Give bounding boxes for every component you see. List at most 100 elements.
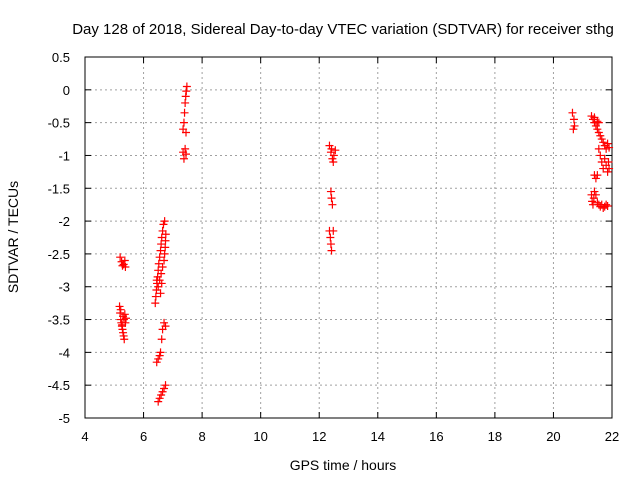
data-point-marker	[157, 279, 166, 288]
y-axis-label: SDTVAR / TECUs	[5, 181, 21, 293]
data-point-marker	[588, 115, 597, 124]
data-point-marker	[161, 322, 170, 331]
data-point-marker	[161, 230, 170, 239]
data-point-marker	[179, 154, 188, 163]
data-point-marker	[181, 144, 190, 153]
grid-lines	[85, 57, 612, 418]
y-tick-label: -4	[58, 345, 70, 360]
data-point-marker	[158, 263, 167, 272]
data-point-marker	[594, 144, 603, 153]
data-point-marker	[327, 194, 336, 203]
x-axis-ticks: 4 6 8 10 12 14 16 18 20 22	[81, 57, 619, 444]
data-point-marker	[156, 289, 165, 298]
data-point-marker	[568, 108, 577, 117]
data-point-marker	[591, 174, 600, 183]
plot-area-frame	[84, 56, 613, 419]
data-point-marker	[116, 305, 125, 314]
y-tick-label: -3.5	[48, 313, 70, 328]
data-point-marker	[155, 253, 164, 262]
data-point-marker	[156, 348, 165, 357]
y-axis-ticks: -5 -4.5 -4 -3.5 -3 -2.5 -2 -1.5 -1 -0.5 0 0.5	[48, 50, 612, 426]
data-point-marker	[121, 263, 130, 272]
data-point-marker	[331, 146, 340, 155]
data-point-marker	[157, 269, 166, 278]
data-point-marker	[327, 144, 336, 153]
data-point-marker	[157, 233, 166, 242]
x-tick-label: 16	[429, 429, 443, 444]
data-point-marker	[604, 158, 613, 167]
data-point-marker	[121, 314, 130, 323]
y-tick-label: -1.5	[48, 181, 70, 196]
x-axis-label: GPS time / hours	[290, 457, 397, 473]
data-point-marker	[328, 154, 337, 163]
data-point-marker	[325, 141, 334, 150]
data-point-marker	[569, 125, 578, 134]
y-tick-label: 0.5	[52, 50, 70, 65]
y-tick-label: -3	[58, 280, 70, 295]
data-point-marker	[590, 187, 599, 196]
data-point-marker	[328, 200, 337, 209]
data-points	[115, 82, 614, 406]
data-point-marker	[600, 154, 609, 163]
chart-title: Day 128 of 2018, Sidereal Day-to-day VTE…	[72, 21, 614, 38]
data-point-marker	[179, 118, 188, 127]
data-point-marker	[602, 200, 611, 209]
data-point-marker	[119, 315, 128, 324]
data-point-marker	[161, 381, 170, 390]
data-point-marker	[158, 387, 167, 396]
data-point-marker	[594, 128, 603, 137]
data-point-marker	[603, 139, 612, 148]
data-point-marker	[118, 320, 127, 329]
x-tick-label: 6	[140, 429, 147, 444]
x-tick-label: 10	[253, 429, 267, 444]
data-point-marker	[591, 190, 600, 199]
data-point-marker	[155, 351, 164, 360]
data-point-marker	[599, 138, 608, 147]
x-tick-label: 12	[312, 429, 326, 444]
data-point-marker	[605, 143, 614, 152]
y-tick-label: -2	[58, 214, 70, 229]
data-point-marker	[588, 197, 597, 206]
data-point-marker	[159, 220, 168, 229]
data-point-marker	[160, 217, 169, 226]
data-point-marker	[593, 117, 602, 126]
data-point-marker	[154, 354, 163, 363]
y-tick-label: -5	[58, 411, 70, 426]
data-point-marker	[152, 358, 161, 367]
x-tick-label: 20	[546, 429, 560, 444]
x-tick-label: 18	[488, 429, 502, 444]
data-point-marker	[594, 118, 603, 127]
data-point-marker	[596, 151, 605, 160]
data-point-marker	[593, 171, 602, 180]
data-point-marker	[120, 310, 129, 319]
data-point-marker	[329, 158, 338, 167]
data-point-marker	[570, 121, 579, 130]
x-tick-label: 14	[371, 429, 385, 444]
y-tick-label: 0	[63, 83, 70, 98]
data-point-marker	[157, 335, 166, 344]
y-tick-label: -2.5	[48, 247, 70, 262]
data-point-marker	[603, 201, 612, 210]
data-point-marker	[116, 253, 125, 262]
data-point-marker	[152, 276, 161, 285]
x-tick-label: 4	[81, 429, 88, 444]
data-point-marker	[596, 131, 605, 140]
data-point-marker	[154, 397, 163, 406]
data-point-marker	[597, 135, 606, 144]
data-point-marker	[160, 384, 169, 393]
data-point-marker	[182, 82, 191, 91]
x-tick-label: 22	[605, 429, 619, 444]
data-point-marker	[155, 394, 164, 403]
data-point-marker	[157, 391, 166, 400]
data-point-marker	[154, 282, 163, 291]
data-point-marker	[154, 259, 163, 268]
data-point-marker	[329, 226, 338, 235]
data-point-marker	[327, 246, 336, 255]
x-tick-label: 8	[198, 429, 205, 444]
data-point-marker	[160, 318, 169, 327]
y-tick-label: -4.5	[48, 378, 70, 393]
y-tick-label: -1	[58, 148, 70, 163]
data-point-marker	[180, 108, 189, 117]
y-tick-label: -0.5	[48, 116, 70, 131]
